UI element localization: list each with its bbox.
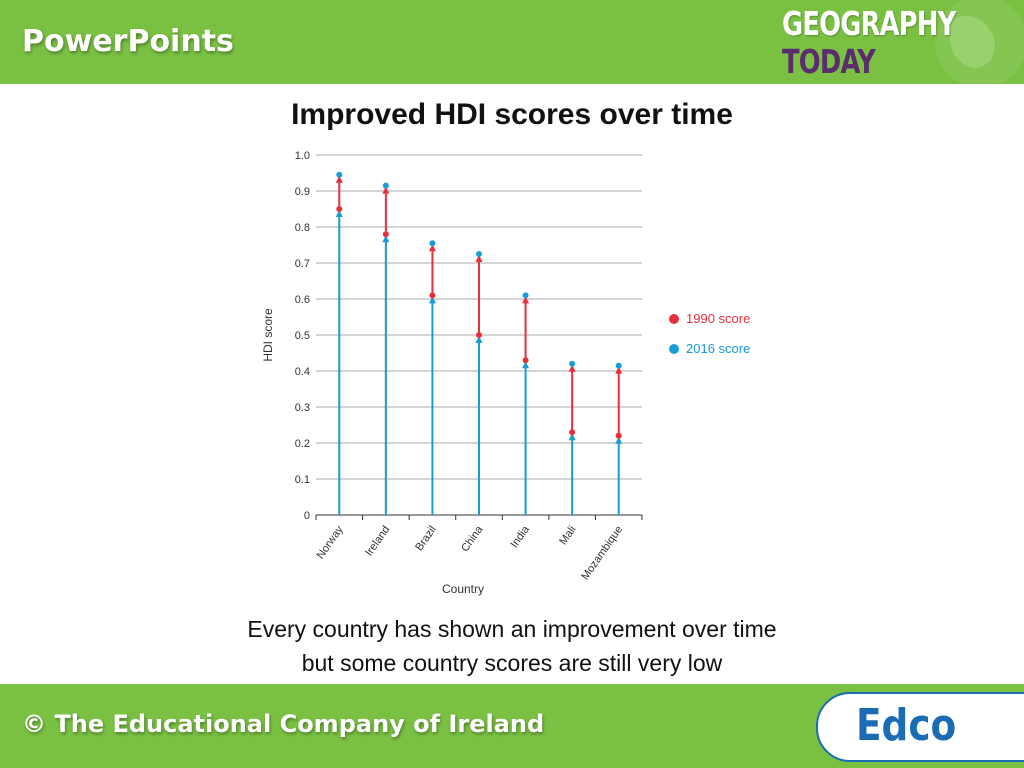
stem-arrow — [475, 336, 483, 343]
point-2016-china — [476, 251, 482, 257]
y-tick-label: 0.5 — [295, 330, 310, 342]
stem-arrow — [615, 436, 623, 444]
caption-line-2: but some country scores are still very l… — [301, 650, 723, 676]
x-tick-label: Brazil — [413, 524, 439, 553]
point-2016-mali — [569, 360, 576, 367]
brand-title: PowerPoints — [22, 24, 234, 59]
hdi-chart: 0 0.1 0.2 0.3 0.4 0.5 0.6 0.7 0.8 0.9 1.0 Norway Ire… — [261, 150, 750, 596]
legend-label: 1990 score — [686, 311, 750, 326]
edco-logo-text: Edco — [856, 700, 957, 751]
y-tick-label: 0.2 — [295, 438, 310, 450]
x-tick-label: India — [509, 523, 533, 550]
header-bar: PowerPoints GEOGRAPHY TODAY — [0, 0, 1024, 84]
x-axis-label: Country — [442, 582, 484, 596]
y-tick-label: 0.8 — [295, 222, 310, 234]
footer-bar: © The Educational Company of Ireland Edc… — [0, 684, 1024, 768]
logo-line-today: TODAY — [782, 42, 876, 81]
x-tick-label: China — [459, 523, 486, 554]
x-tick-label: Ireland — [363, 524, 392, 558]
point-1990-norway — [336, 206, 343, 212]
legend-marker — [669, 344, 679, 354]
y-tick-label: 0 — [304, 510, 310, 522]
improvement-arrow — [382, 186, 390, 194]
y-tick-label: 0.3 — [295, 402, 310, 414]
y-axis-label: HDI score — [261, 308, 275, 362]
improvement-arrow — [522, 296, 530, 304]
caption-line-1: Every country has shown an improvement o… — [247, 616, 777, 642]
improvement-arrow — [615, 366, 623, 374]
y-tick-label: 0.9 — [295, 186, 310, 198]
geography-today-logo: GEOGRAPHY TODAY — [776, 0, 1024, 84]
y-tick-label: 0.6 — [295, 294, 310, 306]
point-2016-ireland — [382, 182, 389, 189]
point-1990-ireland — [382, 231, 389, 238]
point-1990-mali — [569, 429, 576, 436]
x-tick-label: Mali — [557, 524, 578, 547]
legend-label: 2016 score — [686, 341, 750, 356]
point-1990-india — [522, 357, 529, 364]
point-1990-china — [476, 332, 482, 338]
legend-marker — [669, 314, 679, 324]
logo-line-geography: GEOGRAPHY — [782, 4, 956, 43]
y-tick-label: 0.7 — [295, 258, 310, 270]
stem-arrow — [428, 296, 436, 304]
point-2016-mozambique — [615, 362, 622, 369]
point-2016-norway — [336, 171, 343, 178]
y-tick-label: 0.4 — [295, 366, 310, 378]
point-1990-brazil — [429, 292, 436, 299]
improvement-arrow — [428, 244, 436, 252]
stem-arrow — [335, 210, 343, 217]
copyright-text: © The Educational Company of Ireland — [22, 710, 545, 738]
stem-arrow — [382, 235, 390, 243]
x-tick-label: Norway — [315, 523, 347, 561]
globe-watermark-icon — [935, 0, 1024, 84]
edco-logo: Edco — [816, 692, 1024, 762]
point-2016-india — [522, 292, 529, 299]
y-tick-label: 1.0 — [295, 150, 310, 162]
improvement-arrow — [568, 364, 576, 372]
point-1990-mozambique — [615, 432, 622, 439]
stem-arrow — [568, 433, 576, 441]
y-tick-label: 0.1 — [295, 474, 310, 486]
x-tick-label: Mozambique — [579, 524, 625, 582]
improvement-arrow — [335, 175, 343, 183]
point-2016-brazil — [429, 240, 436, 247]
slide-title: Improved HDI scores over time — [291, 98, 733, 131]
stem-arrow — [522, 361, 530, 369]
slide-caption: Every country has shown an improvement o… — [0, 612, 1024, 680]
improvement-arrow — [475, 255, 483, 262]
